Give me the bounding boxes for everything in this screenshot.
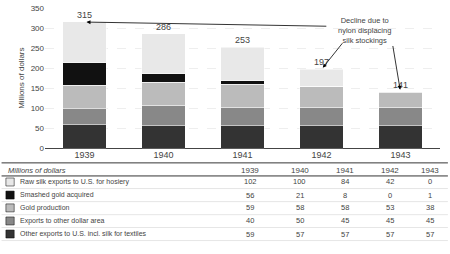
svg-text:56: 56 — [246, 191, 254, 200]
svg-text:45: 45 — [426, 216, 434, 225]
svg-text:300: 300 — [31, 24, 45, 33]
svg-text:100: 100 — [293, 177, 306, 186]
svg-text:21: 21 — [296, 191, 304, 200]
svg-text:286: 286 — [156, 22, 171, 32]
svg-text:8: 8 — [343, 191, 347, 200]
svg-text:Smashed gold acquired: Smashed gold acquired — [20, 191, 94, 199]
svg-text:102: 102 — [244, 177, 257, 186]
svg-text:100: 100 — [31, 104, 45, 113]
svg-text:200: 200 — [31, 64, 45, 73]
svg-text:0: 0 — [428, 177, 432, 186]
svg-text:1940: 1940 — [153, 150, 173, 160]
svg-text:58: 58 — [296, 203, 304, 212]
svg-text:40: 40 — [246, 216, 254, 225]
svg-text:45: 45 — [386, 216, 394, 225]
svg-text:57: 57 — [296, 230, 304, 239]
svg-text:42: 42 — [386, 177, 394, 186]
svg-text:197: 197 — [314, 57, 329, 67]
svg-text:141: 141 — [393, 80, 408, 90]
svg-text:0: 0 — [40, 144, 45, 153]
svg-text:0: 0 — [388, 191, 392, 200]
svg-text:59: 59 — [246, 230, 254, 239]
svg-text:250: 250 — [31, 44, 45, 53]
svg-text:1940: 1940 — [291, 166, 309, 175]
svg-text:50: 50 — [35, 124, 44, 133]
svg-text:Millions of dollars: Millions of dollars — [17, 48, 26, 109]
svg-text:1942: 1942 — [381, 166, 399, 175]
svg-text:58: 58 — [341, 203, 349, 212]
svg-text:1941: 1941 — [232, 150, 252, 160]
svg-text:45: 45 — [341, 216, 349, 225]
svg-text:1941: 1941 — [336, 166, 354, 175]
svg-text:1943: 1943 — [390, 150, 410, 160]
svg-text:38: 38 — [426, 203, 434, 212]
svg-text:57: 57 — [341, 230, 349, 239]
svg-text:1939: 1939 — [241, 166, 259, 175]
svg-text:150: 150 — [31, 84, 45, 93]
svg-text:Millions of dollars: Millions of dollars — [8, 166, 66, 175]
svg-text:59: 59 — [246, 203, 254, 212]
svg-text:57: 57 — [386, 230, 394, 239]
svg-text:350: 350 — [31, 4, 45, 13]
svg-text:1942: 1942 — [311, 150, 331, 160]
svg-text:57: 57 — [426, 230, 434, 239]
svg-text:84: 84 — [341, 177, 349, 186]
svg-text:1939: 1939 — [74, 150, 94, 160]
svg-text:Exports to other dollar area: Exports to other dollar area — [20, 217, 105, 225]
svg-text:Gold production: Gold production — [20, 204, 70, 212]
svg-text:Raw silk exports to U.S. for h: Raw silk exports to U.S. for hosiery — [20, 178, 129, 186]
svg-text:53: 53 — [386, 203, 394, 212]
svg-text:1943: 1943 — [421, 166, 439, 175]
svg-text:Other exports to U.S. incl. si: Other exports to U.S. incl. silk for tex… — [20, 230, 147, 238]
svg-text:253: 253 — [235, 35, 250, 45]
svg-text:50: 50 — [296, 216, 304, 225]
svg-text:1: 1 — [428, 191, 432, 200]
svg-text:Decline due tonylon displacing: Decline due tonylon displacingsilk stock… — [338, 16, 391, 45]
svg-text:315: 315 — [77, 10, 92, 20]
